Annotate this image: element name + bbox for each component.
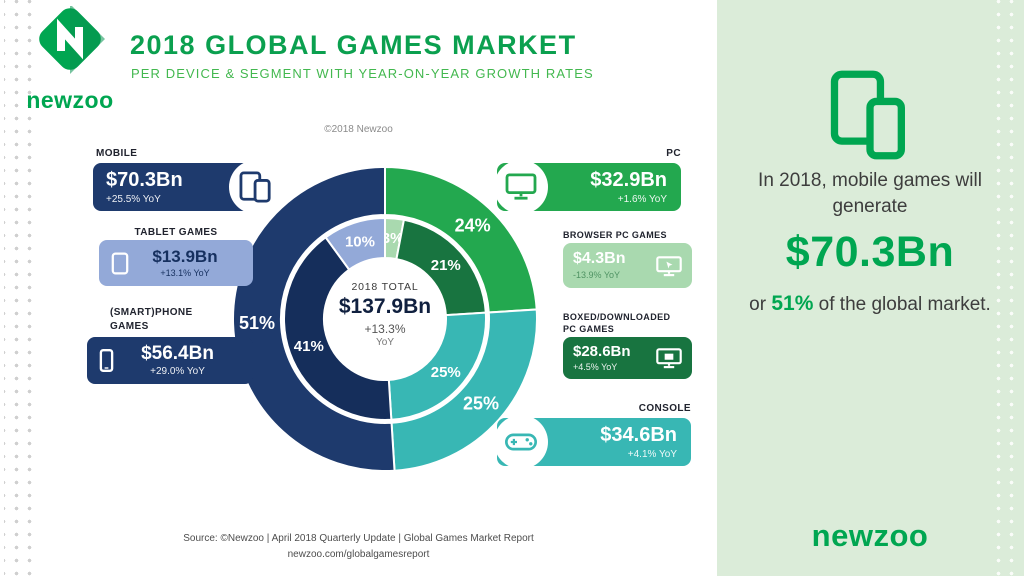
panel-highlight-value: $70.3Bn: [785, 228, 955, 276]
source-text: Source: ©Newzoo | April 2018 Quarterly U…: [183, 533, 534, 544]
panel-text2-before: or: [749, 294, 772, 315]
panel-statement: In 2018, mobile games will generate: [758, 170, 982, 217]
console-growth: +4.1% YoY: [627, 448, 677, 460]
tablet-value-bar: $13.9Bn +13.1% YoY: [99, 240, 253, 286]
mobile-growth: +25.5% YoY: [106, 193, 161, 205]
pc-icon-circle: [494, 160, 548, 214]
boxed-growth: +4.5% YoY: [573, 362, 618, 373]
donut-label-devices-mobile: 51%: [239, 313, 275, 333]
pc-category-label: PC: [666, 148, 681, 159]
total-growth: +13.3%: [364, 322, 406, 336]
browser-monitor-icon: [656, 255, 682, 276]
pc-value: $32.9Bn: [590, 168, 667, 191]
console-value: $34.6Bn: [600, 423, 677, 446]
boxed-category-label: BOXED/DOWNLOADED PC GAMES: [563, 312, 671, 335]
donut-label-segments-browser-pc-games: 3%: [382, 230, 404, 247]
mobile-value-bar: $70.3Bn +25.5% YoY: [93, 163, 257, 211]
donut-segment-segments-tablet-games: [324, 216, 386, 272]
phone-icon: [99, 349, 114, 372]
donut-label-devices-console: 25%: [463, 394, 499, 414]
panel-market-share: 51%: [771, 292, 814, 315]
browser-category-label: BROWSER PC GAMES: [563, 230, 667, 240]
donut-label-segments-console: 25%: [431, 364, 461, 381]
donut-center-total: 2018 TOTAL $137.9Bn +13.3% YoY: [310, 281, 460, 348]
browser-value: $4.3Bn: [573, 249, 626, 267]
mobile-category-label: MOBILE: [96, 148, 138, 159]
boxed-value-bar: $28.6Bn +4.5% YoY: [563, 337, 692, 379]
donut-label-segments-boxed-downloaded-pc-games: 21%: [431, 257, 461, 274]
panel-newzoo-wordmark: newzoo: [811, 518, 929, 553]
donut-label-segments-tablet-games: 10%: [345, 233, 375, 250]
console-category-label: CONSOLE: [638, 403, 691, 414]
page-subtitle: PER DEVICE & SEGMENT WITH YEAR-ON-YEAR G…: [131, 66, 594, 81]
smartphone-value: $56.4Bn: [141, 342, 214, 364]
mobile-devices-icon: [239, 171, 271, 203]
newzoo-logo: newzoo: [14, 4, 126, 114]
mobile-value: $70.3Bn: [106, 168, 183, 191]
source-url[interactable]: newzoo.com/globalgamesreport: [287, 549, 430, 560]
donut-label-devices-pc: 24%: [455, 216, 491, 236]
smartphone-value-bar: $56.4Bn +29.0% YoY: [87, 337, 253, 384]
left-dot-pattern: [4, 0, 32, 576]
pc-growth: +1.6% YoY: [617, 193, 667, 205]
boxed-value: $28.6Bn: [573, 342, 631, 360]
total-label: 2018 TOTAL: [351, 281, 419, 293]
tablet-value: $13.9Bn: [152, 246, 218, 266]
gamepad-icon: [505, 433, 537, 451]
mobile-icon-circle: [229, 160, 283, 214]
total-value: $137.9Bn: [338, 295, 432, 318]
monitor-icon: [505, 173, 537, 200]
console-icon-circle: [494, 415, 548, 469]
chart-copyright: ©2018 Newzoo: [324, 124, 393, 135]
donut-chart: 24% 25% 51% 3% 21% 25% 41% 10%: [232, 165, 538, 472]
tablet-category-label: TABLET GAMES: [134, 227, 218, 238]
donut-segment-segments-smartphone-games: [283, 235, 393, 421]
logo-wordmark: newzoo: [26, 87, 114, 113]
panel-devices-icon-wrap: [828, 68, 912, 167]
newzoo-logo-icon: [39, 4, 105, 74]
page-title: 2018 GLOBAL GAMES MARKET: [130, 30, 577, 60]
panel-text2-after: of the global market.: [813, 294, 991, 315]
browser-value-bar: $4.3Bn -13.9% YoY: [563, 243, 692, 288]
panel-statement-2: or 51% of the global market.: [740, 290, 1000, 318]
tablet-growth: +13.1% YoY: [160, 268, 210, 279]
boxed-monitor-icon: [656, 348, 682, 369]
smartphone-category-label: (SMART)PHONE GAMES: [110, 307, 193, 332]
tablet-icon: [111, 251, 129, 275]
donut-label-segments-smartphone-games: 41%: [294, 338, 324, 355]
browser-growth: -13.9% YoY: [573, 270, 621, 281]
right-dot-pattern: [988, 0, 1020, 576]
side-panel: [717, 0, 1024, 576]
panel-devices-icon: [830, 70, 905, 160]
donut-segment-devices-mobile: [232, 165, 396, 472]
total-growth-unit: YoY: [376, 337, 394, 348]
smartphone-growth: +29.0% YoY: [150, 366, 205, 378]
